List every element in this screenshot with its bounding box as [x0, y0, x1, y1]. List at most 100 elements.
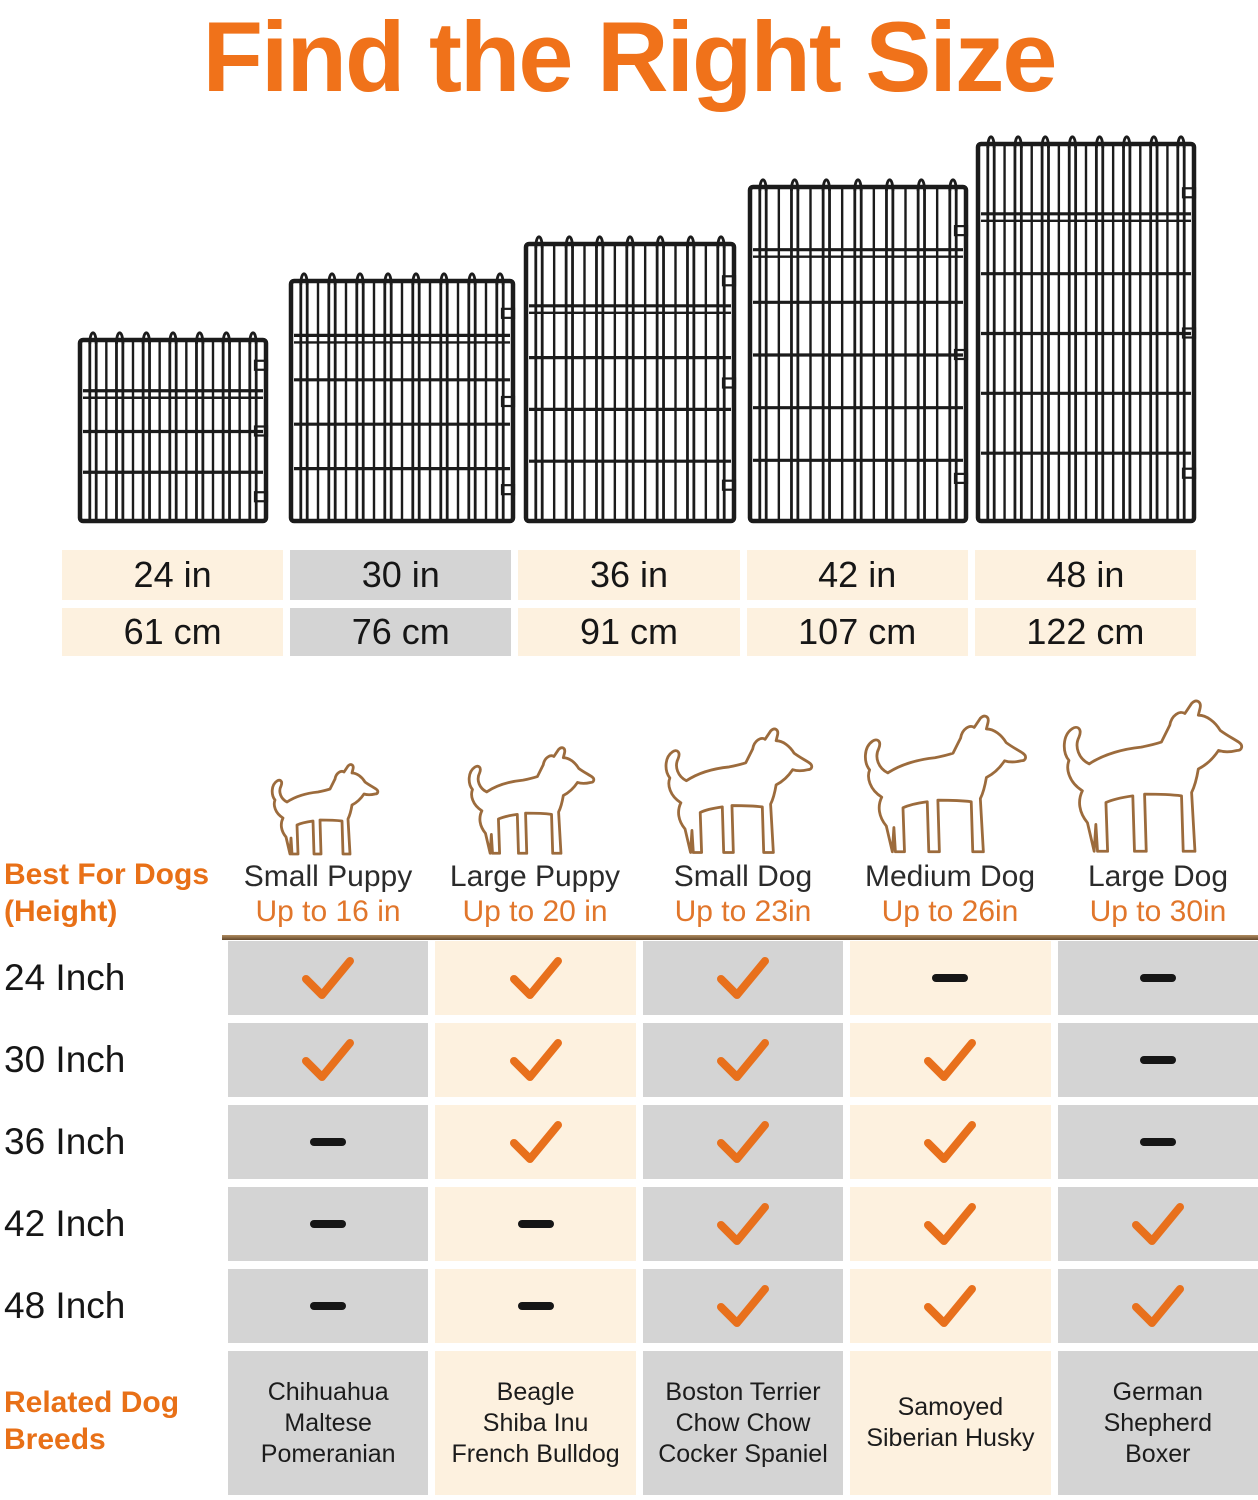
matrix-cell-42in-col1	[228, 1187, 429, 1261]
dash-icon	[1139, 1056, 1176, 1064]
dog-silhouette-icon-large-dog	[1057, 690, 1258, 858]
row-label-42-inch: 42 Inch	[4, 1203, 126, 1244]
matrix-cell-42in-col3	[642, 1187, 844, 1261]
header-divider-rule	[222, 935, 1258, 940]
matrix-cell-42in-col4	[850, 1187, 1051, 1261]
dash-icon	[310, 1138, 347, 1146]
size-cell-36-in: 36 in	[518, 550, 740, 600]
dog-silhouette-icon-medium-dog	[859, 706, 1041, 858]
matrix-cell-30in-col2	[435, 1023, 636, 1097]
check-icon	[302, 957, 355, 999]
matrix-cell-48in-col2	[435, 1269, 636, 1343]
related-breeds-label: Related Dog Breeds	[4, 1386, 180, 1456]
matrix-cell-30in-col1	[228, 1023, 429, 1097]
breeds-cell-col2: Beagle Shiba Inu French Bulldog	[435, 1351, 636, 1495]
check-icon	[716, 957, 769, 999]
check-icon	[924, 1039, 977, 1081]
panel-size-table: 24 in 30 in 36 in 42 in 48 in 61 cm 76 cm 91 cm…	[62, 550, 1196, 656]
size-cell-76-cm: 76 cm	[290, 608, 512, 656]
size-cell-122-cm: 122 cm	[974, 608, 1196, 656]
wire-panel-image-30in	[288, 272, 516, 524]
wire-panel-image-24in	[77, 331, 269, 524]
dash-icon	[310, 1220, 347, 1228]
matrix-cell-24in-col4	[850, 941, 1051, 1015]
wire-panel-image-48in	[975, 135, 1197, 524]
best-for-dogs-label: Best For Dogs (Height)	[4, 858, 210, 928]
column-header-large-dog: Large Dog Up to 30in	[1048, 860, 1258, 930]
matrix-cell-36in-col1	[228, 1105, 429, 1179]
matrix-cell-42in-col2	[435, 1187, 636, 1261]
matrix-cell-30in-col4	[850, 1023, 1051, 1097]
matrix-cell-36in-col5	[1057, 1105, 1258, 1179]
check-icon	[1131, 1203, 1184, 1245]
breeds-cell-col5: German Shepherd Boxer	[1057, 1351, 1258, 1495]
dog-height-limit: Up to 26in	[881, 895, 1019, 928]
row-label-48-inch: 48 Inch	[4, 1285, 126, 1326]
matrix-cell-48in-col4	[850, 1269, 1051, 1343]
wire-panel-image-42in	[747, 178, 969, 524]
column-header-medium-dog: Medium Dog Up to 26in	[840, 860, 1060, 930]
check-icon	[924, 1203, 977, 1245]
matrix-cell-48in-col1	[228, 1269, 429, 1343]
compatibility-matrix	[228, 941, 1258, 1343]
check-icon	[509, 1039, 562, 1081]
dog-silhouette-icon-small-dog	[660, 720, 826, 858]
size-cell-24-in: 24 in	[62, 550, 284, 600]
dash-icon	[517, 1220, 554, 1228]
dog-size-name: Small Dog	[673, 860, 813, 893]
size-cell-42-in: 42 in	[746, 550, 968, 600]
wire-panel-image-36in	[523, 235, 737, 524]
row-label-30-inch: 30 Inch	[4, 1039, 126, 1080]
matrix-cell-48in-col3	[642, 1269, 844, 1343]
dash-icon	[1139, 974, 1176, 982]
matrix-cell-24in-col3	[642, 941, 844, 1015]
check-icon	[509, 957, 562, 999]
dash-icon	[932, 974, 969, 982]
dog-height-limit: Up to 16 in	[255, 895, 401, 928]
check-icon	[924, 1121, 977, 1163]
check-icon	[716, 1039, 769, 1081]
dog-height-limit: Up to 23in	[674, 895, 812, 928]
matrix-cell-30in-col3	[642, 1023, 844, 1097]
page-title: Find the Right Size	[202, 1, 1058, 112]
dog-size-name: Small Puppy	[243, 860, 413, 893]
check-icon	[302, 1039, 355, 1081]
matrix-cell-48in-col5	[1057, 1269, 1258, 1343]
matrix-cell-36in-col3	[642, 1105, 844, 1179]
dash-icon	[1139, 1138, 1176, 1146]
matrix-cell-24in-col1	[228, 941, 429, 1015]
matrix-cell-36in-col4	[850, 1105, 1051, 1179]
dash-icon	[517, 1302, 554, 1310]
column-header-large-puppy: Large Puppy Up to 20 in	[425, 860, 645, 930]
size-cell-107-cm: 107 cm	[746, 608, 968, 656]
dash-icon	[310, 1302, 347, 1310]
size-cell-61-cm: 61 cm	[62, 608, 284, 656]
check-icon	[716, 1121, 769, 1163]
column-header-small-dog: Small Dog Up to 23in	[633, 860, 853, 930]
size-cell-48-in: 48 in	[974, 550, 1196, 600]
dog-size-name: Large Puppy	[449, 860, 621, 893]
dog-height-limit: Up to 20 in	[462, 895, 608, 928]
dog-size-name: Large Dog	[1087, 860, 1229, 893]
row-label-36-inch: 36 Inch	[4, 1121, 126, 1162]
breeds-cell-col3: Boston Terrier Chow Chow Cocker Spaniel	[642, 1351, 844, 1495]
related-breeds-row: Chihuahua Maltese Pomeranian Beagle Shiba…	[228, 1351, 1258, 1495]
row-label-24-inch: 24 Inch	[4, 957, 126, 998]
matrix-cell-42in-col5	[1057, 1187, 1258, 1261]
dog-size-name: Medium Dog	[864, 860, 1036, 893]
matrix-cell-24in-col2	[435, 941, 636, 1015]
dog-height-limit: Up to 30in	[1089, 895, 1227, 928]
matrix-cell-36in-col2	[435, 1105, 636, 1179]
check-icon	[924, 1285, 977, 1327]
check-icon	[1131, 1285, 1184, 1327]
size-cell-30-in: 30 in	[290, 550, 512, 600]
breeds-cell-col4: Samoyed Siberian Husky	[850, 1351, 1051, 1495]
matrix-cell-30in-col5	[1057, 1023, 1258, 1097]
dog-silhouette-icon-large-puppy	[464, 740, 606, 858]
check-icon	[716, 1285, 769, 1327]
column-header-small-puppy: Small Puppy Up to 16 in	[218, 860, 438, 930]
matrix-cell-24in-col5	[1057, 941, 1258, 1015]
size-cell-91-cm: 91 cm	[518, 608, 740, 656]
dog-silhouette-icon-small-puppy	[268, 758, 388, 858]
